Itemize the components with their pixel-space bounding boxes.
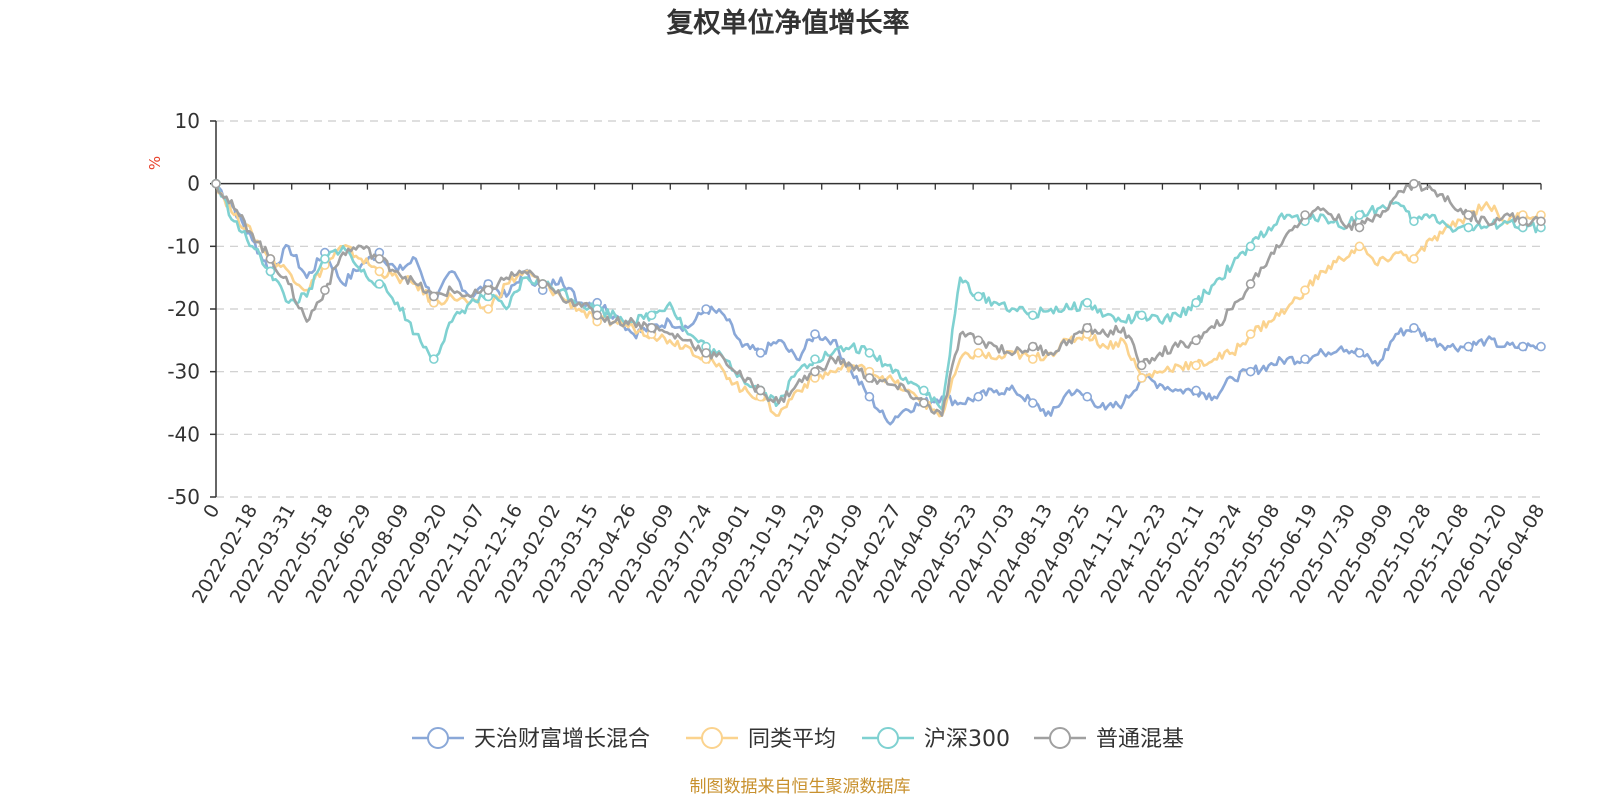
legend-item-1[interactable]: 同类平均 — [686, 727, 836, 752]
series-line-2 — [214, 183, 1542, 411]
series-0-point-33 — [810, 329, 820, 339]
series-3-point-30 — [755, 385, 766, 396]
y-axis: 10 0 -10 -20 -30 -40 -50 — [167, 109, 217, 509]
series-2-point-9 — [374, 279, 385, 289]
series-line-3 — [214, 180, 1542, 417]
series-3-point-36 — [864, 373, 875, 383]
series-1-point-60 — [1300, 285, 1310, 296]
y-tick-label-2: -10 — [167, 234, 200, 258]
series-3-point-24 — [646, 322, 657, 333]
series-0-point-69 — [1463, 341, 1474, 352]
chart-title: 复权单位净值增长率 — [667, 7, 910, 39]
series-0-point-57 — [1245, 366, 1256, 377]
series-1-point-51 — [1136, 373, 1147, 383]
series-3-point-15 — [483, 285, 494, 296]
legend-item-2[interactable]: 沪深300 — [862, 727, 1010, 752]
legend[interactable]: 天治财富增长混合 同类平均 沪深300 普通混基 — [412, 727, 1184, 752]
series-1-point-66 — [1409, 254, 1419, 264]
series-2-point-63 — [1354, 210, 1365, 220]
legend-marker-1 — [701, 727, 723, 749]
series-line-0 — [214, 182, 1542, 426]
y-tick-label-1: 0 — [187, 172, 200, 196]
y-tick-label-6: -50 — [167, 485, 200, 509]
series-2-point-54 — [1191, 297, 1201, 308]
series-1-point-15 — [483, 304, 494, 314]
series-0-point-48 — [1082, 391, 1093, 402]
series-3-point-27 — [701, 348, 711, 358]
series-0-point-72 — [1518, 341, 1528, 352]
legend-label-1: 同类平均 — [748, 727, 836, 752]
y-tick-label-5: -40 — [167, 422, 200, 446]
series-3-point-51 — [1136, 360, 1147, 371]
y-tick-label-3: -20 — [167, 297, 200, 321]
series-group — [211, 178, 1546, 426]
legend-label-0: 天治财富增长混合 — [474, 727, 650, 752]
series-3-point-54 — [1191, 335, 1201, 346]
series-0-point-27 — [701, 304, 711, 314]
series-0-point-54 — [1191, 385, 1201, 396]
series-3-point-6 — [320, 285, 330, 296]
series-3-point-45 — [1027, 341, 1038, 352]
series-3-point-18 — [537, 279, 548, 289]
series-3-point-48 — [1082, 322, 1093, 333]
legend-marker-0 — [427, 727, 449, 749]
series-3-point-69 — [1463, 210, 1474, 220]
grid — [216, 120, 1541, 498]
series-2-point-3 — [265, 266, 276, 277]
series-3-point-73 — [1536, 216, 1546, 227]
series-3-point-57 — [1245, 279, 1256, 289]
series-2-point-33 — [810, 354, 820, 364]
series-2-point-12 — [429, 354, 439, 364]
series-2-point-6 — [320, 254, 330, 264]
series-1-point-57 — [1245, 329, 1256, 339]
legend-item-0[interactable]: 天治财富增长混合 — [412, 727, 650, 752]
series-0-point-42 — [973, 391, 984, 402]
series-1-point-9 — [374, 266, 385, 277]
series-3-point-63 — [1354, 222, 1365, 233]
series-3-point-33 — [810, 366, 820, 377]
series-3-point-42 — [973, 335, 984, 346]
legend-label-2: 沪深300 — [924, 727, 1010, 752]
legend-marker-2 — [877, 727, 899, 749]
series-2-point-66 — [1409, 216, 1419, 227]
series-2-point-45 — [1027, 310, 1038, 321]
series-2-point-39 — [919, 385, 929, 396]
legend-item-3[interactable]: 普通混基 — [1034, 727, 1184, 752]
series-3-point-39 — [919, 398, 929, 408]
series-0-point-60 — [1300, 354, 1310, 364]
series-1-point-42 — [973, 348, 984, 358]
series-0-point-63 — [1354, 348, 1365, 358]
series-2-point-36 — [864, 348, 875, 358]
x-tick-label-0: 0 — [199, 501, 224, 522]
series-2-point-57 — [1245, 241, 1256, 252]
series-3-point-21 — [592, 310, 602, 321]
legend-marker-3 — [1049, 727, 1071, 749]
series-0-point-45 — [1027, 398, 1038, 408]
series-2-point-51 — [1136, 310, 1147, 321]
series-3-point-9 — [374, 254, 385, 264]
legend-label-3: 普通混基 — [1096, 727, 1184, 752]
series-2-point-24 — [646, 310, 657, 321]
series-3-point-72 — [1518, 216, 1528, 227]
series-2-point-42 — [973, 291, 984, 302]
series-1-point-63 — [1354, 241, 1365, 252]
series-1-point-54 — [1191, 360, 1201, 371]
y-tick-label-0: 10 — [175, 109, 200, 133]
series-0-point-66 — [1409, 322, 1419, 333]
series-2-point-69 — [1463, 222, 1474, 233]
y-axis-label: % — [146, 156, 164, 170]
series-3-point-60 — [1300, 210, 1310, 220]
y-tick-label-4: -30 — [167, 360, 200, 384]
series-3-point-3 — [265, 254, 276, 264]
series-2-point-48 — [1082, 297, 1093, 308]
series-3-point-12 — [429, 291, 439, 302]
source-note: 制图数据来自恒生聚源数据库 — [690, 777, 911, 797]
series-0-point-73 — [1536, 341, 1546, 352]
series-1-point-45 — [1027, 354, 1038, 364]
series-3-point-0 — [211, 178, 221, 189]
series-0-point-30 — [755, 348, 766, 358]
series-3-point-66 — [1409, 178, 1419, 189]
series-0-point-36 — [864, 391, 875, 402]
